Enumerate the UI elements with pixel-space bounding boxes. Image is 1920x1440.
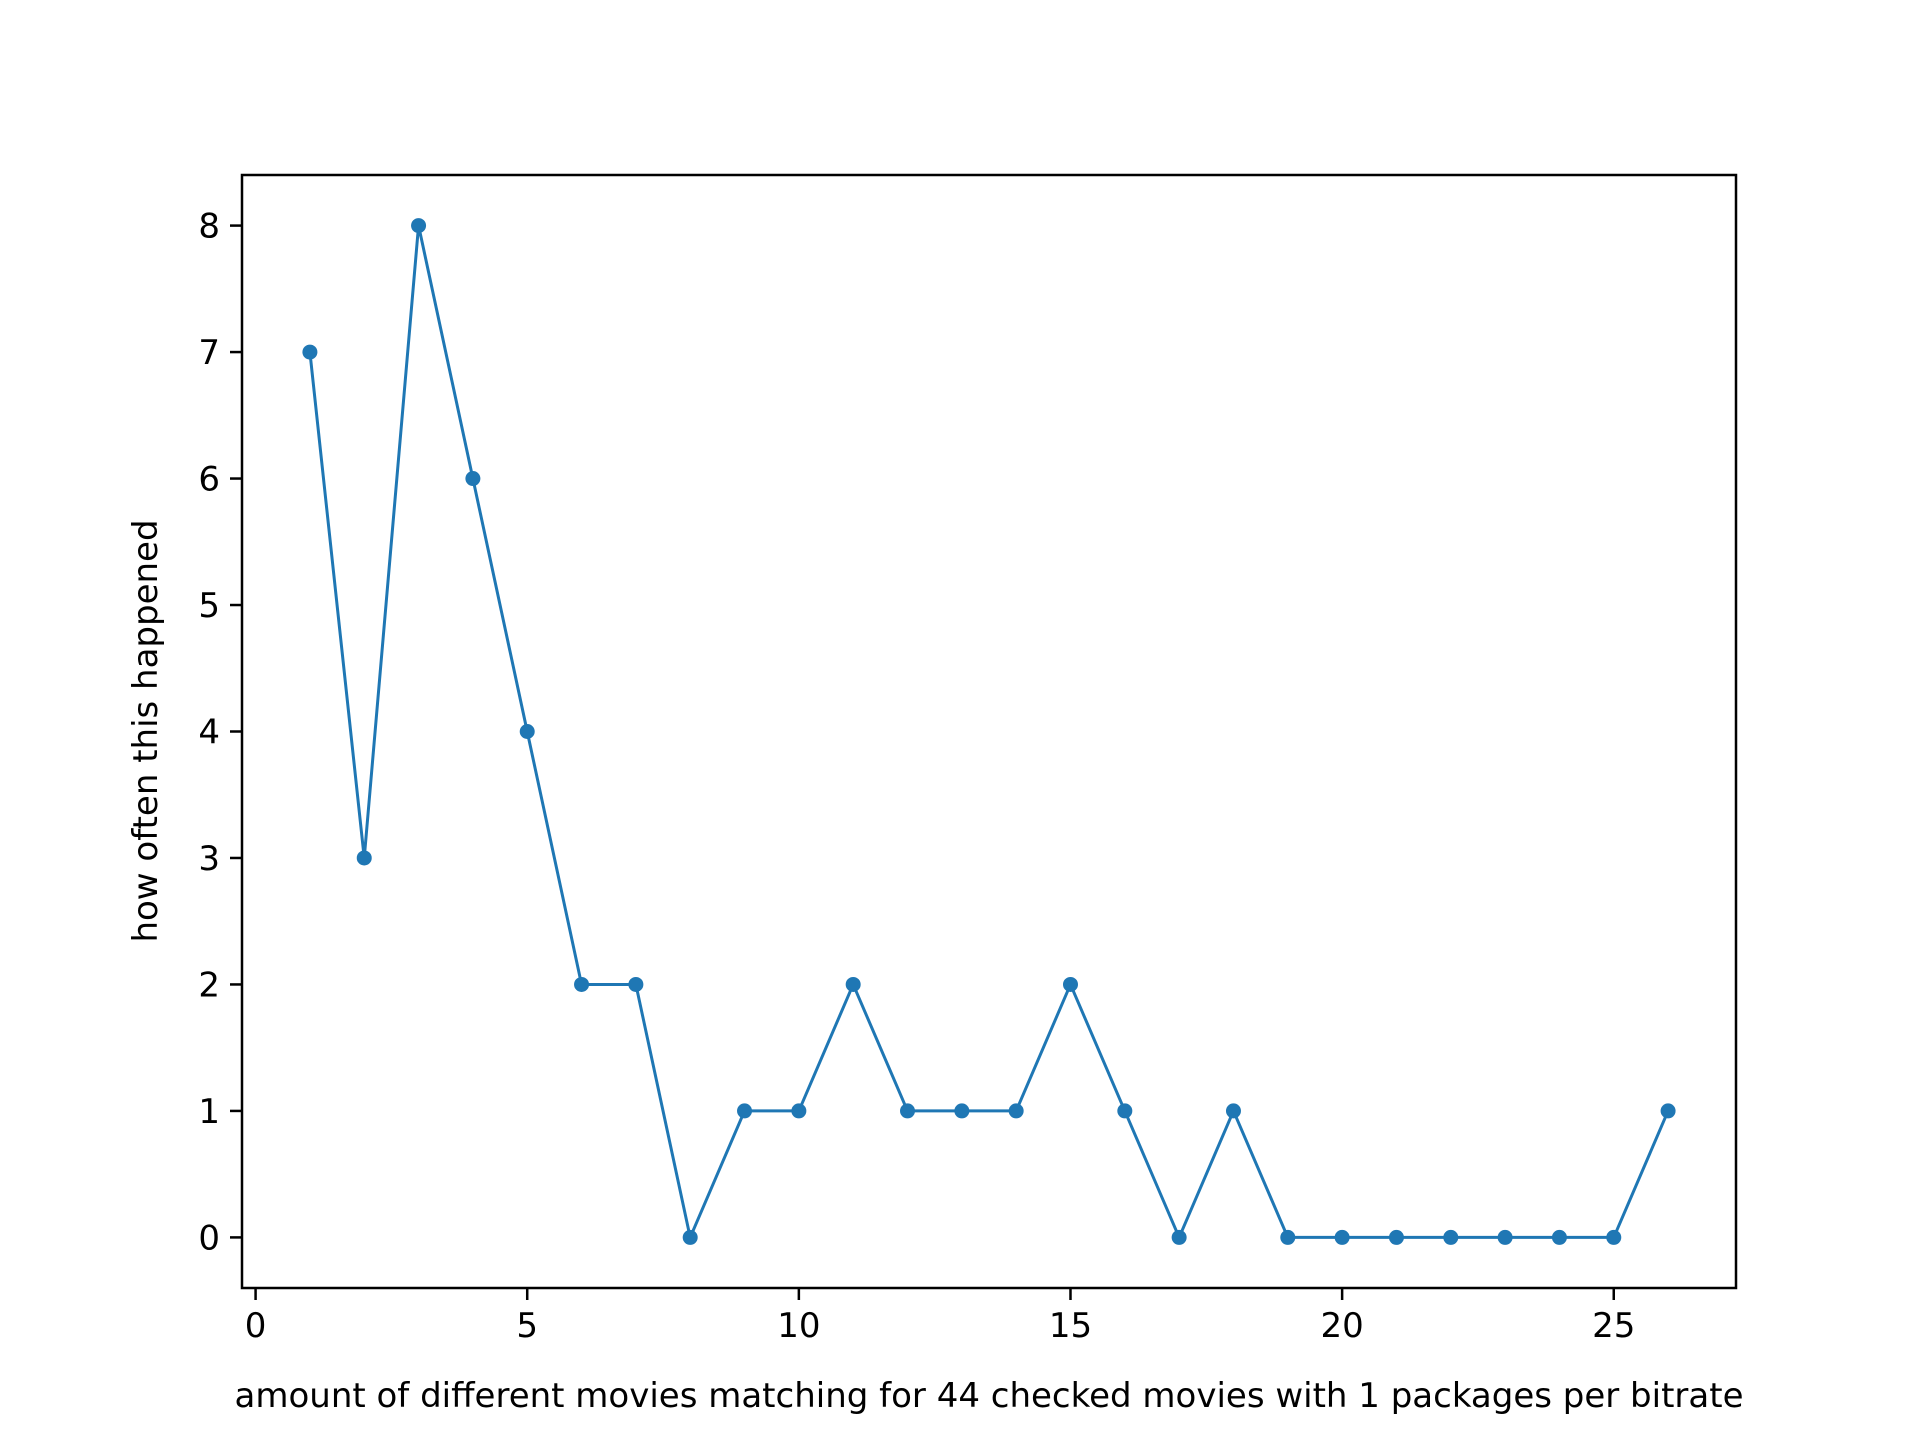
axes-frame: [240, 173, 1738, 1290]
series-0: [302, 218, 1676, 1245]
y-tick-label: 0: [198, 1218, 220, 1258]
data-point: [954, 1103, 970, 1119]
data-point: [845, 976, 861, 992]
data-point: [1171, 1229, 1187, 1245]
x-tick-label: 0: [245, 1306, 267, 1346]
data-point: [1225, 1103, 1241, 1119]
data-point: [1551, 1229, 1567, 1245]
data-point: [1660, 1103, 1676, 1119]
series-line: [308, 224, 1670, 1239]
y-axis-label: how often this happened: [126, 519, 166, 942]
data-point: [1388, 1229, 1404, 1245]
y-tick-label: 5: [198, 586, 220, 626]
plot-area: [302, 218, 1676, 1245]
y-axis: 0 1 2 3 4 5 6 7 8: [198, 207, 242, 1258]
x-tick-label: 25: [1592, 1306, 1635, 1346]
x-tick-label: 20: [1320, 1306, 1363, 1346]
y-tick-label: 8: [198, 207, 220, 247]
data-point: [1497, 1229, 1513, 1245]
data-point: [1334, 1229, 1350, 1245]
data-point: [1443, 1229, 1459, 1245]
data-point: [411, 218, 427, 234]
data-point: [519, 724, 535, 739]
data-point: [1280, 1229, 1296, 1245]
data-point: [628, 976, 644, 992]
data-point: [1606, 1229, 1622, 1245]
x-tick-label: 15: [1049, 1306, 1092, 1346]
data-point: [900, 1103, 916, 1119]
y-tick-label: 2: [198, 965, 220, 1005]
data-point: [356, 850, 372, 866]
data-point: [1117, 1103, 1133, 1119]
data-point: [1008, 1103, 1024, 1119]
data-point: [465, 471, 481, 487]
y-tick-label: 1: [198, 1092, 220, 1132]
y-tick-label: 4: [198, 713, 220, 753]
data-point: [574, 976, 590, 992]
data-point: [791, 1103, 807, 1119]
data-point: [302, 344, 318, 360]
y-tick-label: 7: [198, 333, 220, 373]
x-axis-label: amount of different movies matching for …: [235, 1376, 1744, 1416]
y-tick-label: 3: [198, 839, 220, 879]
x-axis: 0 5 10 15 20 25: [245, 1288, 1635, 1346]
data-point: [682, 1229, 698, 1245]
x-tick-label: 5: [516, 1306, 538, 1346]
data-point: [737, 1103, 753, 1119]
x-tick-label: 10: [777, 1306, 820, 1346]
data-point: [1062, 976, 1078, 992]
y-tick-label: 6: [198, 460, 220, 500]
